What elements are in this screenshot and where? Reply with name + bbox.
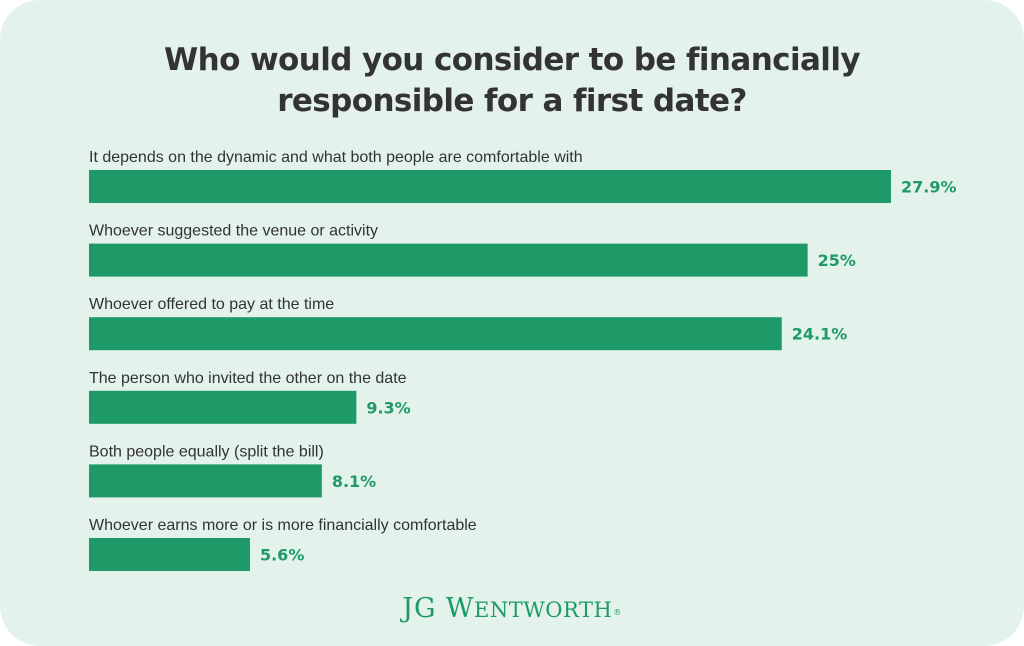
category-label: The person who invited the other on the … bbox=[89, 370, 407, 387]
bar bbox=[89, 464, 322, 498]
value-label: 27.9% bbox=[901, 178, 957, 197]
bar bbox=[89, 243, 808, 277]
bar bbox=[89, 317, 782, 351]
value-label: 9.3% bbox=[366, 398, 410, 417]
bar bbox=[89, 390, 357, 424]
value-label: 25% bbox=[818, 251, 856, 270]
chart-title: Who would you consider to be financially… bbox=[112, 40, 912, 122]
category-label: It depends on the dynamic and what both … bbox=[89, 149, 583, 166]
jg-wentworth-logo: JG WENTWORTH® bbox=[402, 593, 622, 624]
chart-title-line-1: Who would you consider to be financially bbox=[164, 42, 861, 78]
value-label: 5.6% bbox=[260, 546, 304, 565]
category-label: Both people equally (split the bill) bbox=[89, 443, 324, 460]
category-label: Whoever suggested the venue or activity bbox=[89, 223, 378, 240]
value-label: 24.1% bbox=[792, 325, 848, 344]
value-label: 8.1% bbox=[332, 472, 376, 491]
category-label: Whoever earns more or is more financiall… bbox=[89, 517, 477, 534]
category-label: Whoever offered to pay at the time bbox=[89, 296, 334, 313]
bar bbox=[89, 538, 250, 571]
chart-title-line-2: responsible for a first date? bbox=[277, 83, 747, 119]
bar bbox=[89, 170, 891, 203]
